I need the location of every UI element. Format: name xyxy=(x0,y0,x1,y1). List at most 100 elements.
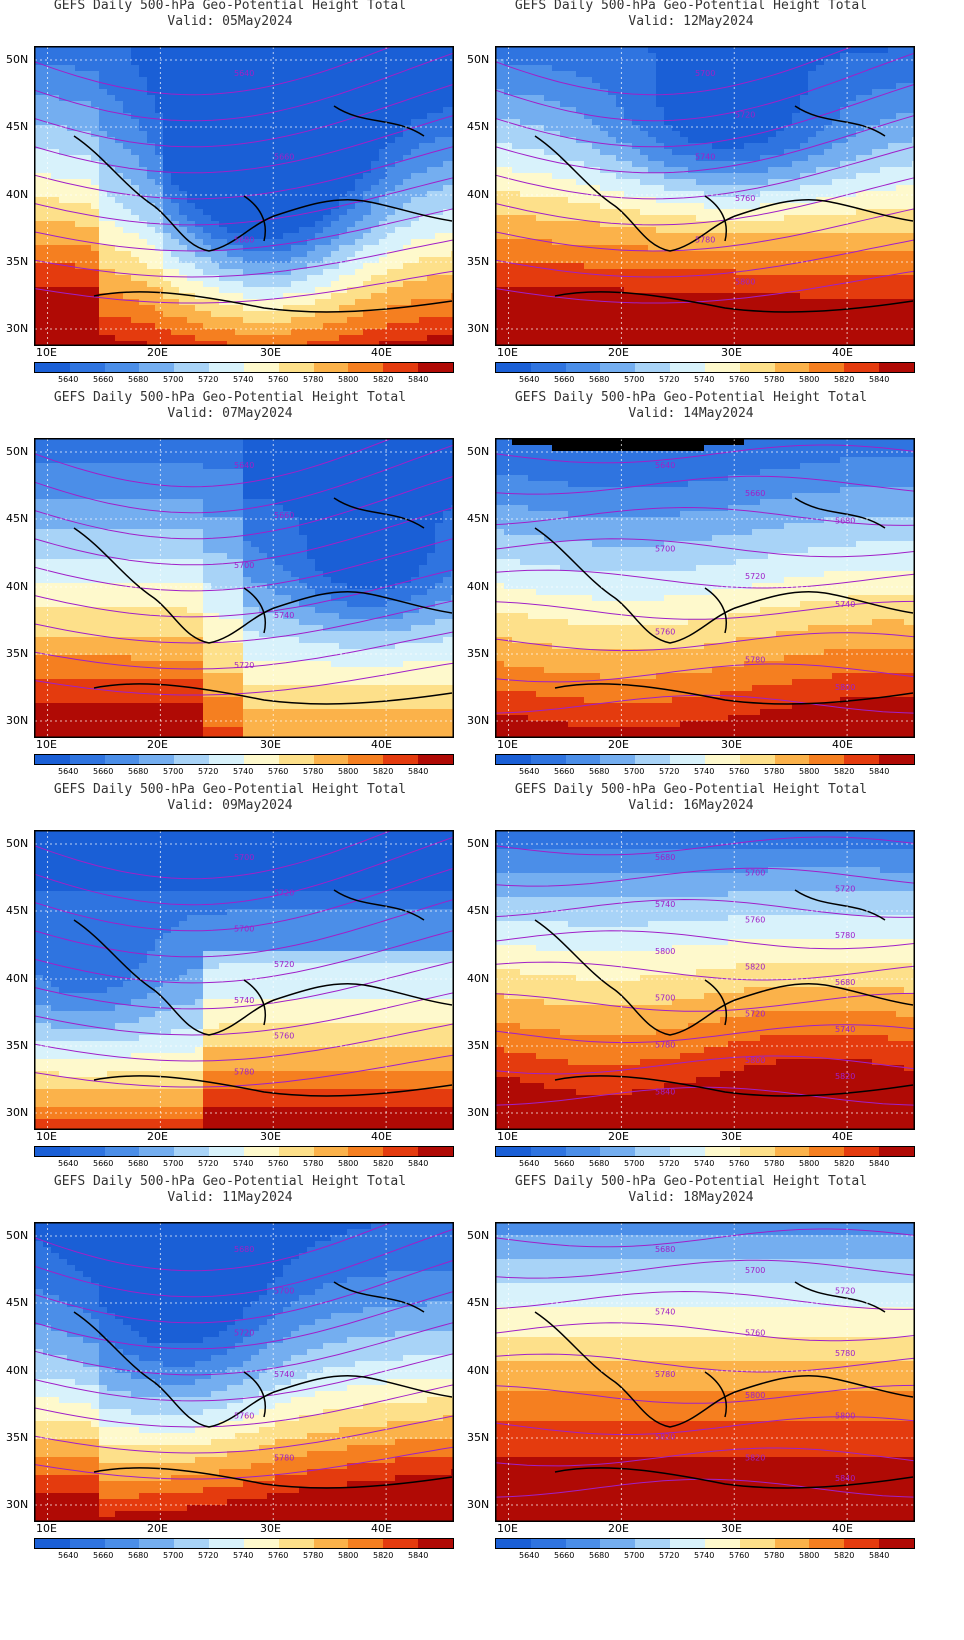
contour-label: 5780 xyxy=(835,1349,855,1358)
lon-tick-label: 10E xyxy=(497,346,518,359)
colorbar-level-label: 5700 xyxy=(163,1159,183,1168)
colorbar-swatch xyxy=(313,1539,349,1548)
colorbar-swatch xyxy=(104,363,140,372)
lon-tick-label: 40E xyxy=(371,346,392,359)
panel-title: GEFS Daily 500-hPa Geo-Potential Height … xyxy=(0,390,480,406)
colorbar-swatch xyxy=(243,1147,279,1156)
colorbar-level-label: 5700 xyxy=(624,375,644,384)
colorbar-level-label: 5760 xyxy=(268,1551,288,1560)
contour-label: 5720 xyxy=(274,960,294,969)
contour-label: 5780 xyxy=(274,1453,294,1462)
colorbar-level-label: 5780 xyxy=(303,1159,323,1168)
colorbar-swatch xyxy=(739,1539,775,1548)
colorbar-swatch xyxy=(530,363,566,372)
coastline-outline xyxy=(534,497,914,705)
colorbar-swatch xyxy=(418,1539,453,1548)
colorbar-swatch xyxy=(739,363,775,372)
panel-valid-date: Valid: 05May2024 xyxy=(0,14,480,30)
colorbar-swatch xyxy=(174,1147,210,1156)
colorbar-level-label: 5640 xyxy=(58,1159,78,1168)
lon-tick-label: 20E xyxy=(608,346,629,359)
lat-tick-label: 35N xyxy=(6,647,28,660)
coastline-outline xyxy=(73,497,453,705)
colorbar-swatch xyxy=(635,1539,671,1548)
contour-label: 5720 xyxy=(234,661,254,670)
contour-label: 5840 xyxy=(655,1087,675,1096)
contour-label: 5720 xyxy=(274,889,294,898)
lat-tick-label: 45N xyxy=(6,1296,28,1309)
colorbar-swatch xyxy=(418,755,453,764)
colorbar-level-label: 5660 xyxy=(554,1159,574,1168)
contour-label: 5760 xyxy=(274,1032,294,1041)
colorbar-level-label: 5820 xyxy=(373,1551,393,1560)
colorbar-level-label: 5780 xyxy=(303,767,323,776)
colorbar-level-label: 5640 xyxy=(58,375,78,384)
colorbar-level-label: 5660 xyxy=(93,375,113,384)
colorbar-level-label: 5720 xyxy=(659,767,679,776)
colorbar-level-label: 5680 xyxy=(128,1551,148,1560)
colorbar-level-label: 5660 xyxy=(93,1159,113,1168)
colorbar-swatch xyxy=(774,1539,810,1548)
lat-tick-label: 40N xyxy=(467,580,489,593)
colorbar-level-label: 5740 xyxy=(233,1551,253,1560)
colorbar-level-label: 5820 xyxy=(373,767,393,776)
contour-label: 5760 xyxy=(745,916,765,925)
map-panel: GEFS Daily 500-hPa Geo-Potential Height … xyxy=(0,1174,460,1576)
colorbar-swatch xyxy=(704,755,740,764)
colorbar-swatch xyxy=(670,755,705,764)
lon-tick-label: 10E xyxy=(36,738,57,751)
colorbar-swatch xyxy=(139,755,175,764)
contour-label: 5700 xyxy=(274,1287,294,1296)
contour-label: 5740 xyxy=(655,1308,675,1317)
map-panel: GEFS Daily 500-hPa Geo-Potential Height … xyxy=(461,1174,921,1576)
lon-tick-label: 30E xyxy=(721,1130,742,1143)
colorbar-swatch xyxy=(69,1539,105,1548)
colorbar-swatch xyxy=(844,363,880,372)
colorbar-swatch xyxy=(69,1147,105,1156)
contour-label: 5740 xyxy=(695,152,715,161)
colorbar-level-label: 5640 xyxy=(58,767,78,776)
colorbar-level-label: 5720 xyxy=(659,1551,679,1560)
colorbar-swatch xyxy=(844,1539,880,1548)
map-panel: GEFS Daily 500-hPa Geo-Potential Height … xyxy=(0,782,460,1184)
lon-tick-label: 30E xyxy=(721,1522,742,1535)
colorbar-level-label: 5820 xyxy=(373,1159,393,1168)
colorbar-swatch xyxy=(600,1147,636,1156)
panel-title: GEFS Daily 500-hPa Geo-Potential Height … xyxy=(441,782,941,798)
colorbar-level-label: 5680 xyxy=(128,767,148,776)
colorbar-swatch xyxy=(530,1539,566,1548)
contour-label: 5720 xyxy=(735,111,755,120)
contour-label: 5700 xyxy=(655,994,675,1003)
lat-tick-label: 40N xyxy=(6,972,28,985)
colorbar-level-label: 5660 xyxy=(554,375,574,384)
colorbar-swatch xyxy=(348,755,384,764)
colorbar-swatch xyxy=(635,363,671,372)
colorbar-swatch xyxy=(844,755,880,764)
colorbar-level-label: 5760 xyxy=(729,767,749,776)
contour-label: 5720 xyxy=(745,1009,765,1018)
lat-tick-label: 30N xyxy=(467,1498,489,1511)
height-field-map: 5640 5660 5700 5740 5720 xyxy=(34,438,454,738)
contour-label: 5680 xyxy=(234,236,254,245)
coastline-outline xyxy=(73,889,453,1097)
colorbar-level-label: 5660 xyxy=(93,767,113,776)
contour-label: 5780 xyxy=(745,655,765,664)
lon-tick-label: 20E xyxy=(147,738,168,751)
contour-label: 5740 xyxy=(274,1370,294,1379)
colorbar-level-label: 5660 xyxy=(554,1551,574,1560)
colorbar-swatch xyxy=(313,363,349,372)
colorbar-level-label: 5840 xyxy=(869,1551,889,1560)
colorbar-swatch xyxy=(809,1539,845,1548)
contour-label: 5780 xyxy=(835,931,855,940)
colorbar-swatch xyxy=(809,755,845,764)
colorbar-level-label: 5820 xyxy=(834,1551,854,1560)
colorbar-level-label: 5800 xyxy=(799,767,819,776)
contour-label: 5820 xyxy=(745,1453,765,1462)
colorbar-swatch xyxy=(209,1147,244,1156)
colorbar-swatch xyxy=(635,755,671,764)
colorbar-swatch xyxy=(278,755,314,764)
contour-label: 5680 xyxy=(234,1245,254,1254)
colorbar-swatch xyxy=(35,363,70,372)
contour-label: 5760 xyxy=(735,194,755,203)
contour-label: 5700 xyxy=(234,561,254,570)
